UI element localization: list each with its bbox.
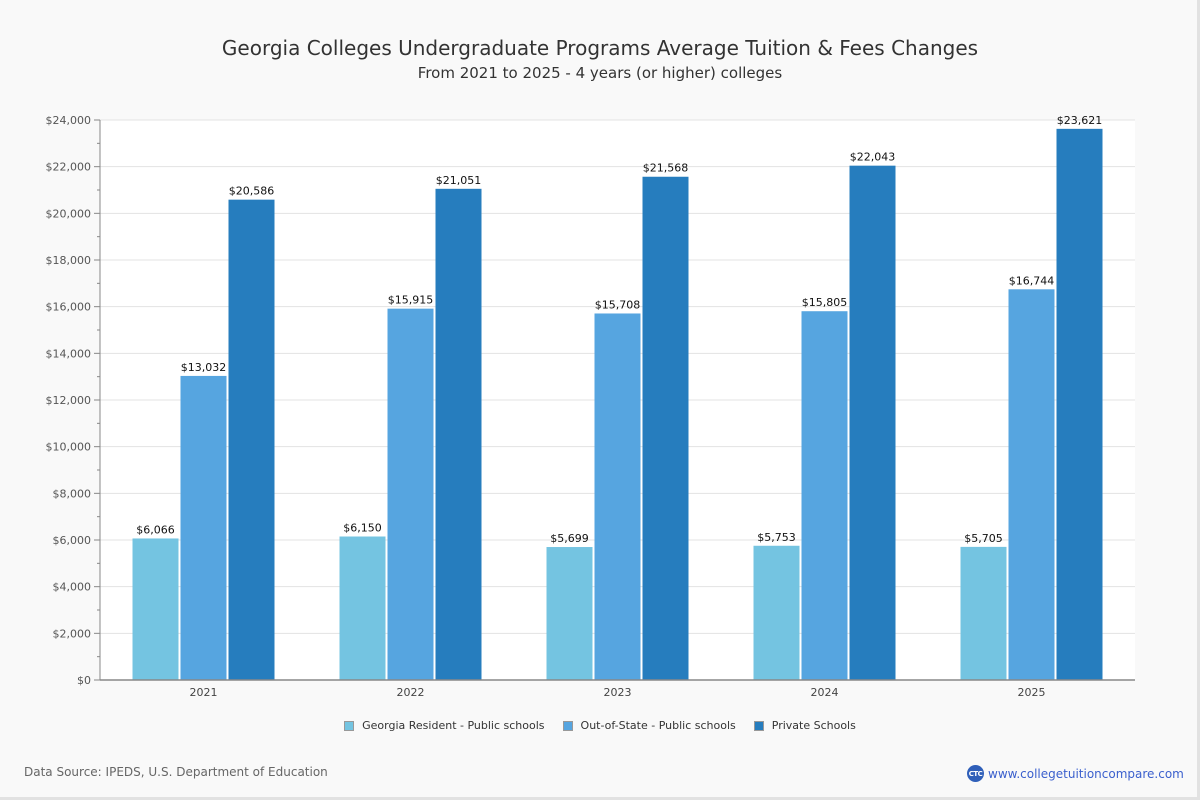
bar	[753, 545, 800, 680]
bar	[132, 538, 179, 680]
data-label: $5,753	[757, 531, 796, 544]
data-label: $15,915	[388, 294, 434, 307]
bar	[228, 199, 275, 680]
bar	[960, 546, 1007, 680]
y-tick-label: $10,000	[46, 441, 92, 454]
brand-link[interactable]: CTC www.collegetuitioncompare.com	[967, 765, 1184, 782]
y-tick-label: $6,000	[53, 534, 92, 547]
y-tick-label: $8,000	[53, 487, 92, 500]
x-tick-label: 2025	[1018, 686, 1046, 699]
legend-label-resident: Georgia Resident - Public schools	[362, 719, 545, 732]
data-label: $22,043	[850, 151, 896, 164]
x-tick-label: 2022	[397, 686, 425, 699]
x-tick-label: 2023	[604, 686, 632, 699]
y-tick-label: $14,000	[46, 347, 92, 360]
bar	[642, 176, 689, 680]
y-tick-label: $24,000	[46, 114, 92, 127]
y-tick-label: $16,000	[46, 301, 92, 314]
legend-swatch-private	[753, 720, 764, 731]
data-source: Data Source: IPEDS, U.S. Department of E…	[24, 765, 328, 779]
bar	[1056, 128, 1103, 681]
bar	[546, 547, 593, 680]
y-tick-label: $20,000	[46, 207, 92, 220]
bar	[1008, 289, 1055, 680]
data-label: $5,705	[964, 532, 1003, 545]
bar	[339, 536, 386, 680]
x-tick-label: 2024	[811, 686, 839, 699]
legend-label-private: Private Schools	[771, 719, 856, 732]
bars	[132, 128, 1103, 681]
axes: $0 $2,000 $4,000 $6,000 $8,000 $10,000 $12,000…	[46, 114, 1135, 699]
data-label: $6,066	[136, 523, 175, 536]
y-tick-label: $4,000	[53, 581, 92, 594]
legend: Georgia Resident - Public schools Out-of…	[0, 719, 1200, 732]
legend-label-out-of-state: Out-of-State - Public schools	[580, 719, 736, 732]
legend-item-private[interactable]: Private Schools	[753, 719, 856, 732]
legend-item-resident[interactable]: Georgia Resident - Public schools	[344, 719, 545, 732]
data-label: $23,621	[1057, 114, 1103, 127]
bar	[180, 375, 227, 680]
brand-url: www.collegetuitioncompare.com	[988, 766, 1184, 781]
chart-title: Georgia Colleges Undergraduate Programs …	[221, 36, 979, 60]
brand-logo-icon: CTC	[967, 765, 984, 782]
data-label: $13,032	[181, 361, 227, 374]
legend-swatch-out-of-state	[562, 720, 573, 731]
y-tick-label: $18,000	[46, 254, 92, 267]
bar	[387, 308, 434, 680]
y-tick-label: $12,000	[46, 394, 92, 407]
y-tick-label: $2,000	[53, 627, 92, 640]
bar	[594, 313, 641, 680]
bar	[801, 311, 848, 680]
chart-subtitle: From 2021 to 2025 - 4 years (or higher) …	[417, 64, 783, 82]
data-label: $21,051	[436, 174, 482, 187]
data-label: $15,805	[802, 296, 848, 309]
y-tick-label: $22,000	[46, 161, 92, 174]
data-label: $15,708	[595, 298, 641, 311]
legend-swatch-resident	[344, 720, 355, 731]
data-labels: $6,066 $13,032 $20,586 $6,150 $15,915 $21,051…	[136, 114, 1102, 545]
data-label: $16,744	[1009, 274, 1055, 287]
legend-item-out-of-state[interactable]: Out-of-State - Public schools	[562, 719, 736, 732]
data-label: $6,150	[343, 522, 382, 535]
bar	[849, 165, 896, 680]
data-label: $21,568	[643, 162, 689, 175]
bar	[435, 188, 482, 680]
data-label: $5,699	[550, 532, 589, 545]
data-label: $20,586	[229, 185, 275, 198]
x-tick-label: 2021	[190, 686, 218, 699]
y-tick-label: $0	[77, 674, 91, 687]
